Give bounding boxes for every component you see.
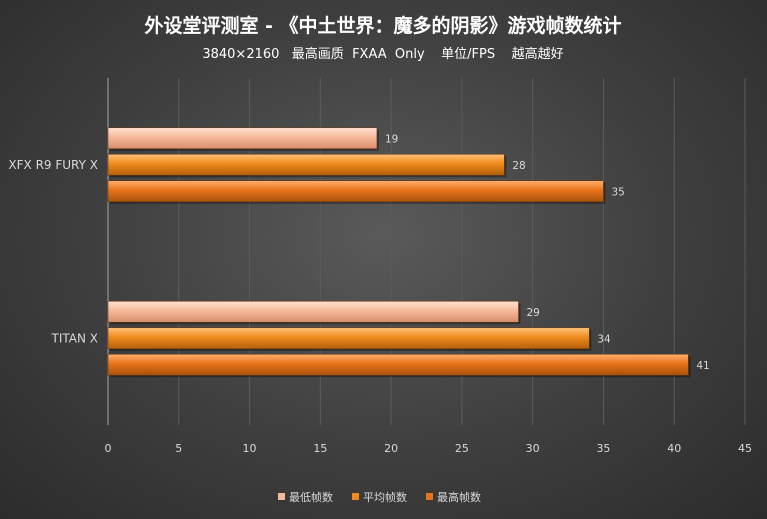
x-tick-label: 5 — [175, 442, 182, 455]
chart-subtitle: 3840×2160 最高画质 FXAA Only 单位/FPS 越高越好 — [202, 46, 563, 62]
category-label: TITAN X — [51, 331, 99, 345]
data-label: 29 — [527, 307, 540, 319]
legend-label: 最高帧数 — [437, 490, 481, 504]
legend-swatch — [278, 493, 285, 500]
legend-label: 平均帧数 — [363, 490, 407, 504]
legend-swatch — [352, 493, 359, 500]
bar-0-1 — [107, 153, 505, 176]
x-tick-label: 15 — [313, 442, 327, 455]
bar-0-2 — [107, 180, 604, 203]
data-labels: 19 28 35 29 34 41 — [385, 133, 710, 372]
x-tick-labels: 0 5 10 15 20 25 30 35 40 45 — [105, 442, 753, 455]
bars — [107, 127, 691, 378]
legend-swatch — [426, 493, 433, 500]
data-label: 28 — [512, 160, 525, 172]
category-label: XFX R9 FURY X — [8, 158, 98, 172]
bar-0-0 — [107, 127, 378, 150]
category-labels: XFX R9 FURY X TITAN X — [8, 158, 98, 346]
legend-label: 最低帧数 — [289, 490, 333, 504]
x-tick-label: 30 — [526, 442, 540, 455]
legend: 最低帧数 平均帧数 最高帧数 — [278, 490, 481, 504]
x-tick-label: 45 — [738, 442, 752, 455]
x-tick-label: 40 — [667, 442, 681, 455]
chart-title: 外设堂评测室 - 《中土世界：魔多的阴影》游戏帧数统计 — [144, 14, 621, 37]
bar-1-1 — [107, 327, 590, 350]
x-tick-label: 25 — [455, 442, 469, 455]
bar-1-2 — [107, 353, 689, 376]
x-tick-label: 10 — [243, 442, 257, 455]
data-label: 41 — [696, 360, 709, 372]
x-tick-label: 0 — [105, 442, 112, 455]
data-label: 19 — [385, 133, 398, 145]
x-tick-label: 35 — [596, 442, 610, 455]
data-label: 35 — [611, 186, 624, 198]
bar-1-0 — [107, 300, 519, 323]
data-label: 34 — [597, 333, 611, 345]
x-tick-label: 20 — [384, 442, 398, 455]
